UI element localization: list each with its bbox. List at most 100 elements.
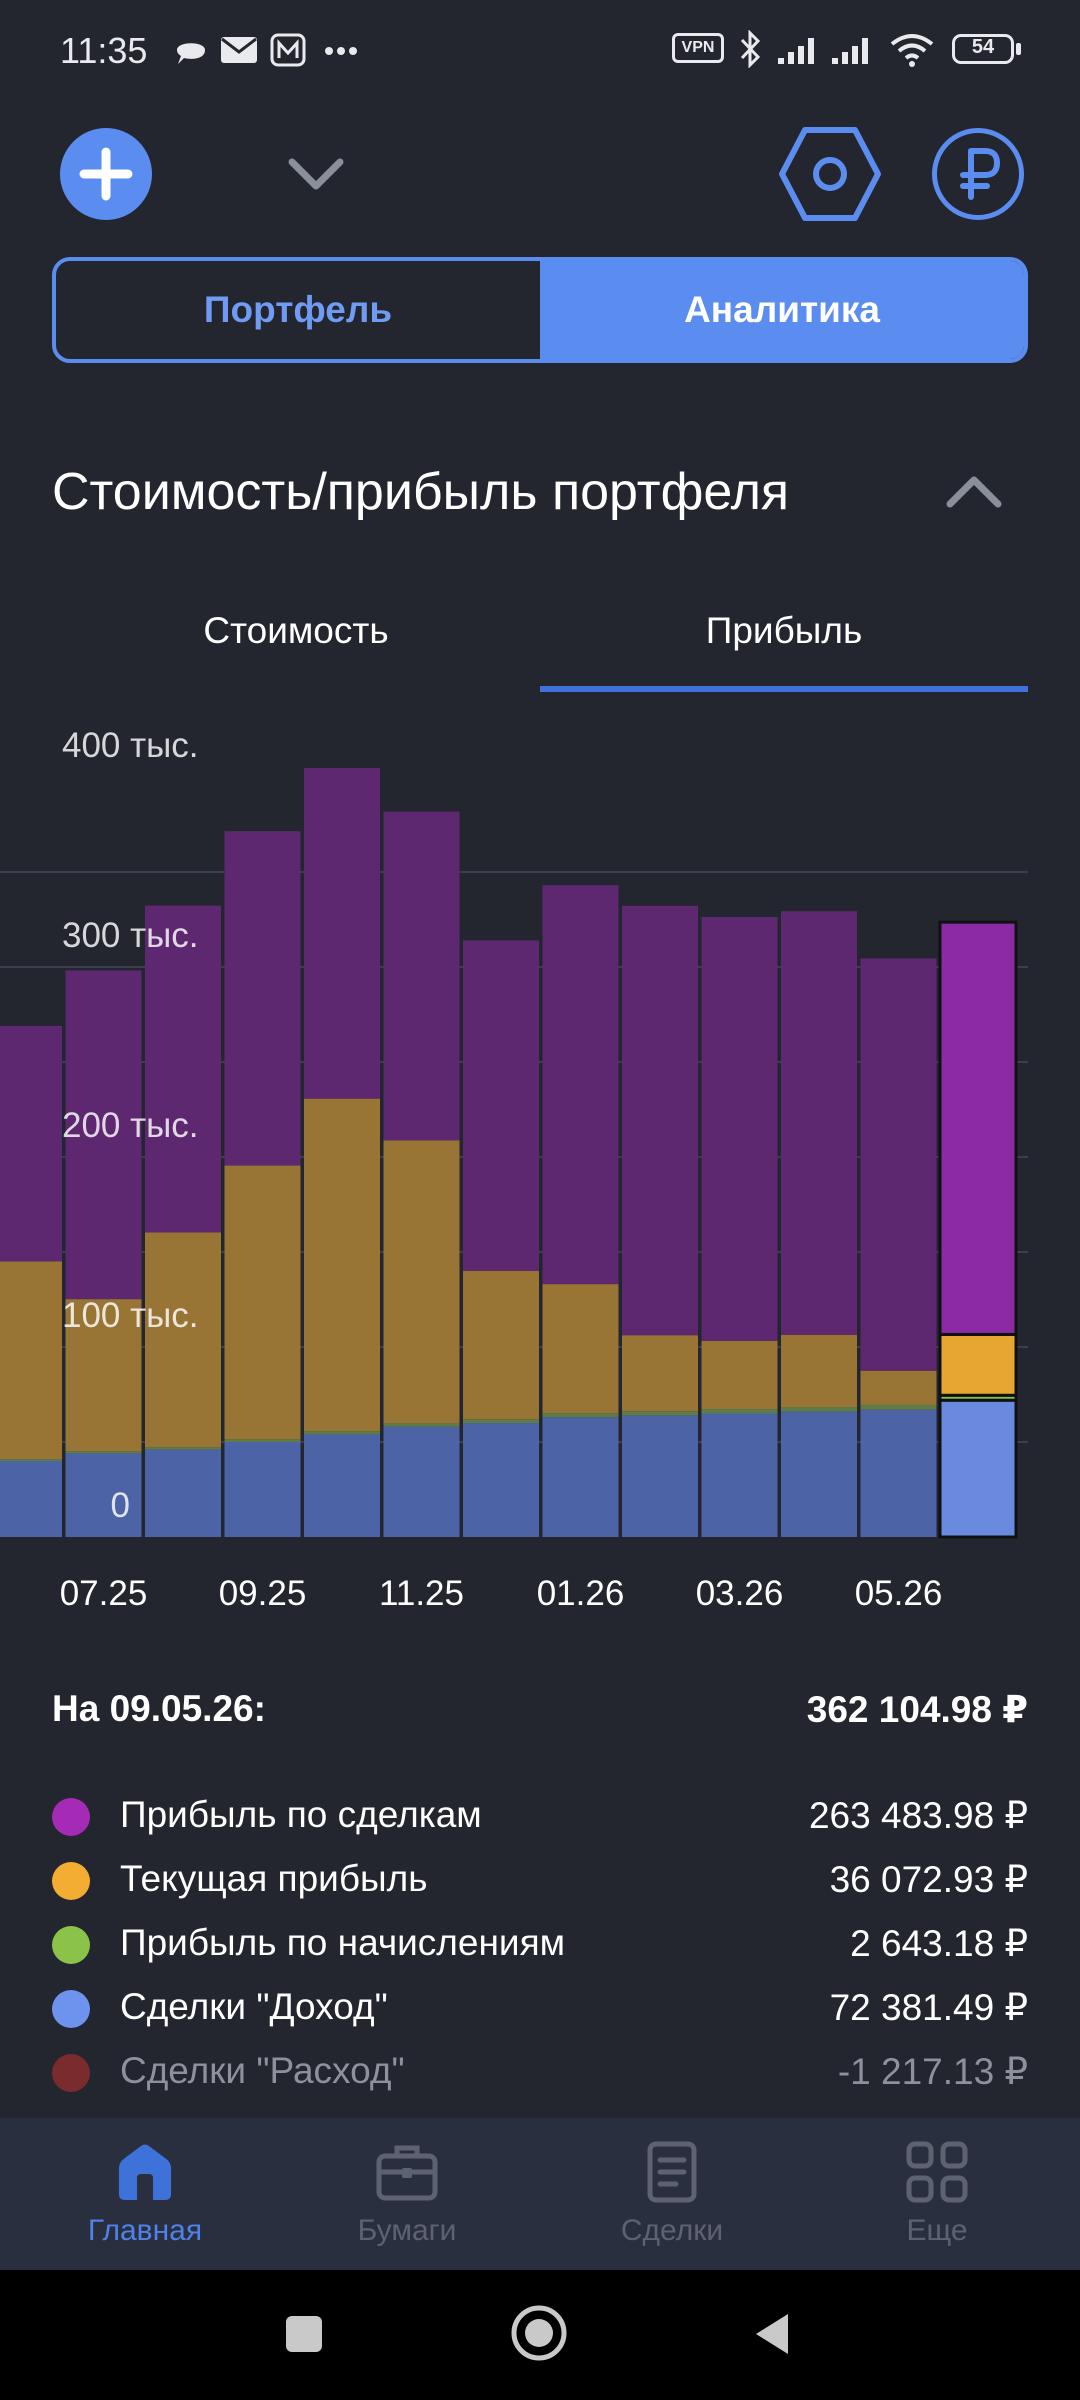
chart-bar-segment[interactable] xyxy=(622,1335,698,1412)
chart-bar-segment[interactable] xyxy=(622,905,698,1336)
chart-bar-segment[interactable] xyxy=(463,940,539,1271)
tab-analytics[interactable]: Аналитика xyxy=(540,261,1024,359)
chart-bar-segment[interactable] xyxy=(463,1271,539,1420)
legend-dot xyxy=(52,1798,90,1836)
chart-bar-segment[interactable] xyxy=(304,1098,380,1432)
chart-bar-segment[interactable] xyxy=(0,1459,62,1461)
summary-total: 362 104.98 ₽ xyxy=(806,1689,1028,1730)
x-tick-label: 05.26 xyxy=(855,1574,943,1613)
chart-bar-segment[interactable] xyxy=(145,905,221,1233)
system-navigation-bar xyxy=(0,2270,1080,2400)
legend-dot xyxy=(52,1862,90,1900)
chart-bar-segment[interactable] xyxy=(701,1340,778,1410)
chart-bar-segment[interactable] xyxy=(938,1332,1018,1397)
chart-bar-segment[interactable] xyxy=(0,1261,62,1460)
nav-home[interactable]: Главная xyxy=(10,2118,280,2270)
chart-bar-segment[interactable] xyxy=(781,1411,857,1537)
legend-item-current-profit[interactable]: Текущая прибыль 36 072.93 ₽ xyxy=(52,1852,1028,1908)
legend-label: Текущая прибыль xyxy=(120,1858,428,1899)
chart-bar-segment[interactable] xyxy=(65,1451,142,1454)
legend-item-deal-profit[interactable]: Прибыль по сделкам 263 483.98 ₽ xyxy=(52,1788,1028,1844)
chart-bar-segment[interactable] xyxy=(224,1165,301,1440)
subtab-value[interactable]: Стоимость xyxy=(203,610,389,651)
chart-bar-segment[interactable] xyxy=(65,970,142,1300)
chart-bar-segment[interactable] xyxy=(224,831,301,1166)
chart-bar-segment[interactable] xyxy=(542,1417,619,1537)
chart-bar-segment[interactable] xyxy=(383,1140,460,1424)
chart-bar-segment[interactable] xyxy=(224,1442,301,1537)
nav-securities[interactable]: Бумаги xyxy=(272,2118,542,2270)
chart-bar-segment[interactable] xyxy=(383,1423,460,1427)
back-icon[interactable] xyxy=(752,2310,792,2358)
chart-bar-segment[interactable] xyxy=(860,1370,937,1405)
chart-bar-segment[interactable] xyxy=(622,1415,698,1537)
briefcase-icon xyxy=(376,2145,438,2201)
subtab-active-indicator xyxy=(540,686,1028,692)
chart-bar-segment[interactable] xyxy=(781,1407,857,1412)
chart-bar-segment[interactable] xyxy=(701,1409,778,1414)
bottom-navigation: Главная Бумаги Сделки Еще xyxy=(0,2118,1080,2270)
nav-deals[interactable]: Сделки xyxy=(537,2118,807,2270)
y-tick-label: 200 тыс. xyxy=(62,1106,199,1145)
y-tick-label: 100 тыс. xyxy=(62,1296,199,1335)
collapse-section-button[interactable] xyxy=(942,466,1006,516)
chart-bar-segment[interactable] xyxy=(781,911,857,1335)
legend-item-income-deals[interactable]: Сделки "Доход" 72 381.49 ₽ xyxy=(52,1980,1028,2036)
chart-bar-segment[interactable] xyxy=(860,958,937,1371)
chart-bar-segment[interactable] xyxy=(622,1411,698,1416)
chart-bar-segment[interactable] xyxy=(224,1439,301,1442)
profit-chart[interactable]: 400 тыс. 300 тыс. 200 тыс. 100 тыс. 0 07.25 09… xyxy=(0,730,1080,1660)
x-tick-label: 11.25 xyxy=(379,1574,464,1613)
battery-nub xyxy=(1016,43,1021,55)
y-tick-label: 0 xyxy=(111,1486,130,1525)
add-button[interactable] xyxy=(60,128,152,220)
chart-bar-segment[interactable] xyxy=(145,1232,221,1448)
legend-dot xyxy=(52,1990,90,2028)
chart-bar-segment[interactable] xyxy=(0,1461,62,1537)
chart-bar-segment[interactable] xyxy=(0,1025,62,1262)
x-tick-label: 07.25 xyxy=(60,1574,148,1613)
settings-button[interactable] xyxy=(778,124,882,224)
chart-bar-segment[interactable] xyxy=(463,1423,539,1537)
chart-bar-segment[interactable] xyxy=(145,1447,221,1450)
subtab-profit[interactable]: Прибыль xyxy=(705,610,863,651)
chart-bar-segment[interactable] xyxy=(145,1449,221,1537)
chart-bar-segment[interactable] xyxy=(383,1426,460,1537)
legend-label: Сделки "Расход" xyxy=(120,2050,405,2091)
chart-bar-segment[interactable] xyxy=(463,1419,539,1423)
chart-bar-segment[interactable] xyxy=(860,1409,937,1537)
chart-bar-segment[interactable] xyxy=(701,917,778,1341)
chart-bar-segment[interactable] xyxy=(542,1284,619,1414)
status-time: 11:35 xyxy=(60,30,148,71)
recent-apps-icon[interactable] xyxy=(284,2314,324,2354)
plus-icon xyxy=(79,147,133,201)
home-circle-icon[interactable] xyxy=(510,2304,568,2362)
legend-value: 72 381.49 ₽ xyxy=(829,1987,1028,2028)
chart-bar-segment[interactable] xyxy=(304,1434,380,1537)
chart-bar-segment[interactable] xyxy=(304,1431,380,1435)
legend-item-accrual-profit[interactable]: Прибыль по начислениям 2 643.18 ₽ xyxy=(52,1916,1028,1972)
more-dots-icon xyxy=(325,47,357,55)
tab-portfolio[interactable]: Портфель xyxy=(203,289,393,330)
legend-item-expense-deals[interactable]: Сделки "Расход" -1 217.13 ₽ xyxy=(52,2044,1028,2100)
chart-bar-segment[interactable] xyxy=(542,1413,619,1418)
document-icon xyxy=(647,2141,697,2203)
nav-more[interactable]: Еще xyxy=(802,2118,1072,2270)
chart-bar-segment[interactable] xyxy=(938,1398,1018,1539)
chart-bar-segment[interactable] xyxy=(938,920,1018,1336)
chart-bar-segment[interactable] xyxy=(304,768,380,1099)
status-bar: 11:35 VPN 54 xyxy=(0,0,1080,100)
chart-bar-segment[interactable] xyxy=(860,1404,937,1410)
chart-bar-segment[interactable] xyxy=(781,1334,857,1408)
chart-bar-segment[interactable] xyxy=(65,1453,142,1537)
chart-bar-segment[interactable] xyxy=(383,811,460,1141)
chart-bar-segment[interactable] xyxy=(701,1413,778,1538)
portfolio-dropdown-button[interactable] xyxy=(284,150,348,200)
chart-bar-segment[interactable] xyxy=(65,1299,142,1452)
currency-button[interactable] xyxy=(932,128,1024,220)
legend-label: Сделки "Доход" xyxy=(120,1986,388,2027)
chart-bar-segment[interactable] xyxy=(542,885,619,1285)
mail-icon xyxy=(221,37,257,63)
x-tick-label: 01.26 xyxy=(537,1574,625,1613)
nav-label: Главная xyxy=(87,2214,203,2247)
